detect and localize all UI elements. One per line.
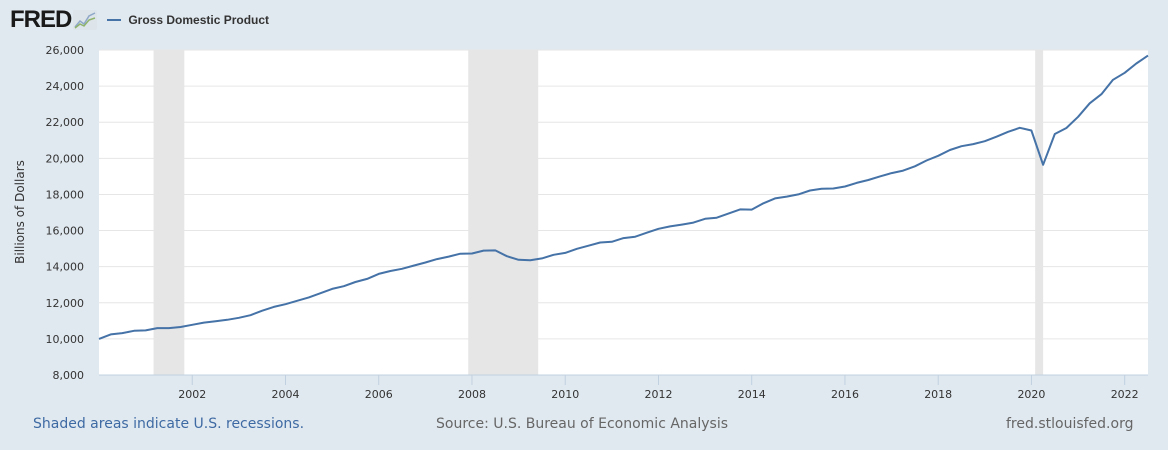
recession-band	[1035, 50, 1044, 375]
y-tick-label: 16,000	[46, 225, 85, 238]
y-tick-label: 18,000	[46, 188, 85, 201]
x-tick-label: 2008	[458, 388, 486, 401]
source-note: Source: U.S. Bureau of Economic Analysis	[436, 416, 729, 432]
recession-note[interactable]: Shaded areas indicate U.S. recessions.	[33, 416, 305, 432]
x-tick-label: 2016	[831, 388, 859, 401]
x-tick-label: 2022	[1111, 388, 1139, 401]
legend-label: Gross Domestic Product	[128, 13, 270, 27]
site-link[interactable]: fred.stlouisfed.org	[1006, 416, 1134, 432]
chart-header: FRED Gross Domestic Product	[10, 6, 269, 34]
y-tick-label: 20,000	[46, 152, 85, 165]
legend-item[interactable]: Gross Domestic Product	[107, 13, 269, 27]
recession-bands	[153, 50, 1044, 375]
fred-logo[interactable]: FRED	[10, 6, 72, 33]
x-tick-label: 2006	[365, 388, 393, 401]
y-tick-label: 24,000	[46, 80, 85, 93]
x-tick-label: 2012	[644, 388, 672, 401]
gdp-series-line[interactable]	[98, 54, 1149, 340]
fred-chart-logo-icon	[73, 10, 98, 30]
x-tick-label: 2010	[551, 388, 579, 401]
legend-line-icon	[107, 19, 122, 21]
y-tick-label: 14,000	[46, 261, 85, 274]
y-axis-ticks: 8,000 10,000 12,000 14,000 16,000 18,000 20,00…	[46, 44, 85, 382]
gridlines	[99, 49, 1148, 340]
y-tick-label: 10,000	[46, 333, 85, 346]
y-tick-label: 26,000	[46, 44, 85, 57]
x-tick-label: 2018	[924, 388, 952, 401]
plot-area	[99, 50, 1148, 375]
x-axis-ticks: 2002 2004 2006 2008 2010 2012 2014 2016 2018 2020…	[178, 375, 1139, 401]
x-tick-label: 2002	[178, 388, 206, 401]
recession-band	[468, 50, 539, 375]
x-tick-label: 2020	[1017, 388, 1045, 401]
y-axis-label: Billions of Dollars	[13, 160, 27, 264]
x-tick-label: 2004	[271, 388, 299, 401]
y-tick-label: 8,000	[53, 369, 85, 382]
y-tick-label: 22,000	[46, 116, 85, 129]
x-tick-label: 2014	[738, 388, 766, 401]
recession-band	[153, 50, 185, 375]
y-tick-label: 12,000	[46, 297, 85, 310]
line-chart[interactable]: 8,000 10,000 12,000 14,000 16,000 18,000 20,00…	[0, 0, 1168, 410]
